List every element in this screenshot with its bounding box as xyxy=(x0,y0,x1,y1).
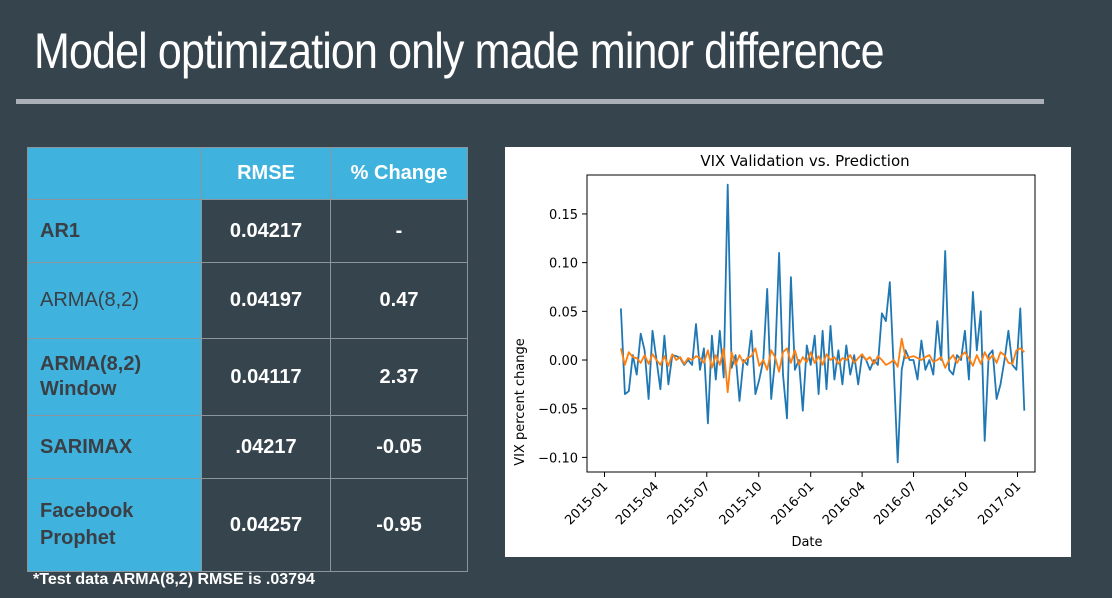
x-tick-label: 2015-04 xyxy=(613,479,662,528)
rmse-cell: 0.04197 xyxy=(201,262,331,339)
table-row: ARMA(8,2) Window 0.04117 2.37 xyxy=(27,338,468,416)
y-tick-label: 0.05 xyxy=(549,305,578,320)
y-axis-label: VIX percent change xyxy=(513,338,528,466)
model-name-cell: Facebook Prophet xyxy=(27,478,202,572)
y-tick-label: 0.10 xyxy=(549,257,578,272)
footnote: *Test data ARMA(8,2) RMSE is .03794 xyxy=(33,571,315,588)
model-name-cell: AR1 xyxy=(27,199,202,263)
x-tick-label: 2017-01 xyxy=(975,479,1024,528)
change-cell: -0.05 xyxy=(330,415,468,479)
model-name-cell: SARIMAX xyxy=(27,415,202,479)
x-tick-label: 2016-04 xyxy=(820,479,869,528)
y-tick-label: 0.15 xyxy=(549,208,578,223)
model-name-cell: ARMA(8,2) Window xyxy=(27,338,202,416)
rmse-cell: .04217 xyxy=(201,415,331,479)
chart-panel: 0.15 0.10 0.05 0.00 −0.05 −0.10 2015-01 2015-04… xyxy=(505,147,1071,557)
change-cell: 2.37 xyxy=(330,338,468,416)
rmse-cell: 0.04117 xyxy=(201,338,331,416)
x-tick-label: 2016-10 xyxy=(923,479,972,528)
series-line-prediction xyxy=(620,337,1025,394)
header-cell-rmse: RMSE xyxy=(201,147,331,200)
header-cell-model xyxy=(27,147,202,200)
y-tick-label: 0.00 xyxy=(549,354,578,369)
vix-line-chart: 0.15 0.10 0.05 0.00 −0.05 −0.10 2015-01 2015-04… xyxy=(513,152,1036,550)
table-header-row: RMSE % Change xyxy=(27,147,468,200)
table-row: ARMA(8,2) 0.04197 0.47 xyxy=(27,262,468,339)
plot-frame xyxy=(586,174,1036,473)
x-axis-label: Date xyxy=(791,535,822,550)
x-tick-label: 2015-10 xyxy=(717,479,766,528)
slide-title: Model optimization only made minor diffe… xyxy=(34,23,884,79)
table-row: AR1 0.04217 - xyxy=(27,199,468,263)
y-tick-label: −0.10 xyxy=(538,451,578,466)
model-name-cell: ARMA(8,2) xyxy=(27,262,202,339)
x-tick-label: 2015-07 xyxy=(665,479,714,528)
table-row: Facebook Prophet 0.04257 -0.95 xyxy=(27,478,468,572)
x-tick-label: 2015-01 xyxy=(562,479,611,528)
results-table: RMSE % Change AR1 0.04217 - ARMA(8,2) 0.… xyxy=(27,147,468,572)
table-row: SARIMAX .04217 -0.05 xyxy=(27,415,468,479)
rmse-cell: 0.04217 xyxy=(201,199,331,263)
series-line-validation xyxy=(620,183,1026,464)
change-cell: - xyxy=(330,199,468,263)
x-tick-label: 2016-01 xyxy=(769,479,818,528)
header-cell-change: % Change xyxy=(330,147,468,200)
chart-title: VIX Validation vs. Prediction xyxy=(700,152,909,170)
x-tick-label: 2016-07 xyxy=(871,479,920,528)
change-cell: -0.95 xyxy=(330,478,468,572)
title-divider xyxy=(16,99,1044,104)
change-cell: 0.47 xyxy=(330,262,468,339)
rmse-cell: 0.04257 xyxy=(201,478,331,572)
y-tick-label: −0.05 xyxy=(538,403,578,418)
